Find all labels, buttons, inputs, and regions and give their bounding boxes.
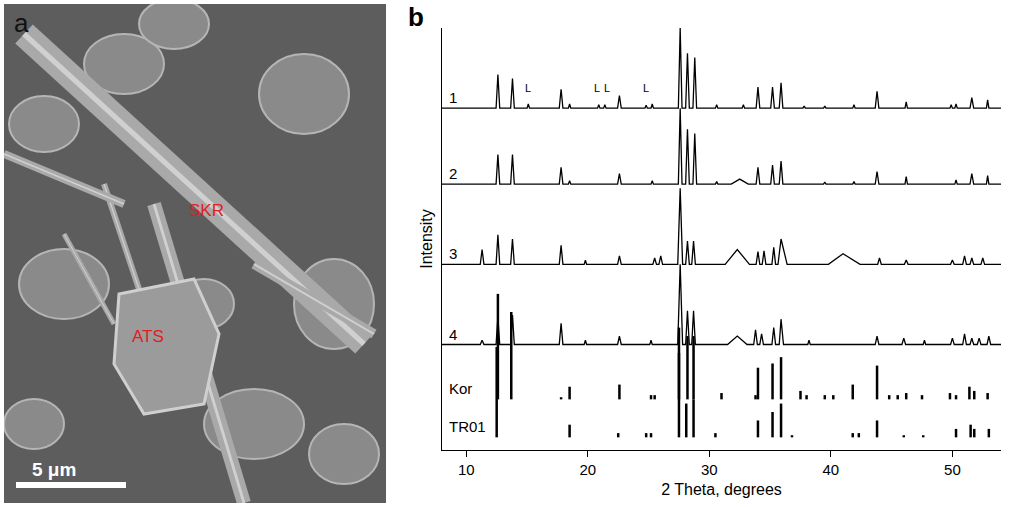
svg-text:30: 30 [701, 461, 718, 478]
svg-text:a: a [14, 8, 29, 38]
svg-text:L: L [643, 82, 649, 94]
svg-text:10: 10 [458, 461, 475, 478]
svg-text:L: L [594, 82, 600, 94]
svg-text:4: 4 [449, 326, 457, 343]
svg-text:SKR: SKR [189, 201, 224, 220]
svg-text:40: 40 [823, 461, 840, 478]
svg-text:20: 20 [579, 461, 596, 478]
svg-text:ATS: ATS [132, 327, 164, 346]
svg-text:L: L [525, 82, 531, 94]
svg-text:5 μm: 5 μm [32, 459, 76, 480]
svg-text:2 Theta, degrees: 2 Theta, degrees [661, 481, 782, 498]
svg-text:TR01: TR01 [449, 418, 486, 435]
svg-text:L: L [604, 82, 610, 94]
svg-text:2: 2 [449, 165, 457, 182]
svg-text:Kor: Kor [449, 380, 472, 397]
svg-text:Intensity: Intensity [418, 209, 435, 269]
svg-text:3: 3 [449, 245, 457, 262]
html-text:b: b [408, 2, 424, 32]
svg-text:50: 50 [944, 461, 961, 478]
svg-text:1: 1 [449, 89, 457, 106]
